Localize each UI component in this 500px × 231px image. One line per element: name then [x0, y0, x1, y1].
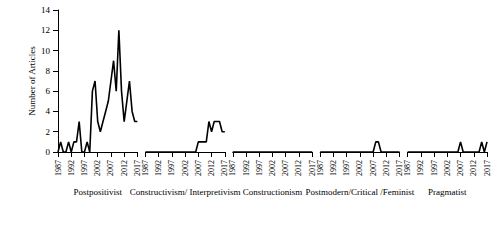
svg-text:2002: 2002 — [443, 160, 452, 176]
svg-text:6: 6 — [46, 86, 51, 96]
svg-text:1997: 1997 — [80, 160, 89, 176]
svg-text:0: 0 — [46, 147, 51, 157]
svg-text:2007: 2007 — [194, 160, 203, 176]
svg-text:1997: 1997 — [342, 160, 351, 176]
svg-text:2017: 2017 — [483, 160, 492, 176]
svg-text:4: 4 — [46, 106, 51, 116]
svg-text:12: 12 — [41, 25, 50, 35]
svg-text:2012: 2012 — [120, 160, 129, 176]
svg-text:8: 8 — [46, 66, 51, 76]
svg-text:1992: 1992 — [416, 160, 425, 176]
svg-text:1992: 1992 — [67, 160, 76, 176]
svg-text:Constructivism/ Interpretivism: Constructivism/ Interpretivism — [130, 187, 241, 197]
svg-text:1987: 1987 — [403, 160, 412, 176]
svg-text:2012: 2012 — [469, 160, 478, 176]
svg-text:2017: 2017 — [220, 160, 230, 176]
svg-text:Postmodern/Critical /Feminist: Postmodern/Critical /Feminist — [306, 187, 415, 197]
svg-text:1992: 1992 — [329, 160, 338, 176]
svg-text:Postpositivist: Postpositivist — [73, 187, 122, 197]
svg-text:2002: 2002 — [355, 160, 364, 176]
svg-text:10: 10 — [41, 46, 51, 56]
svg-text:2007: 2007 — [281, 160, 290, 176]
svg-text:Pragmatist: Pragmatist — [428, 187, 467, 197]
svg-text:1987: 1987 — [141, 160, 150, 176]
svg-text:2007: 2007 — [369, 160, 378, 176]
svg-text:2017: 2017 — [395, 160, 405, 176]
svg-text:2007: 2007 — [456, 160, 465, 176]
svg-text:1997: 1997 — [430, 160, 439, 176]
svg-text:Constructionism: Constructionism — [243, 187, 303, 197]
svg-text:2012: 2012 — [207, 160, 216, 176]
svg-text:2002: 2002 — [93, 160, 102, 176]
svg-text:1992: 1992 — [242, 160, 251, 176]
svg-text:2012: 2012 — [382, 160, 391, 176]
svg-text:14: 14 — [41, 5, 51, 15]
svg-text:1987: 1987 — [54, 160, 63, 176]
svg-text:1997: 1997 — [167, 160, 176, 176]
svg-text:2002: 2002 — [268, 160, 277, 176]
svg-text:1987: 1987 — [316, 160, 325, 176]
svg-text:2002: 2002 — [181, 160, 190, 176]
svg-text:2017: 2017 — [307, 160, 317, 176]
svg-text:1997: 1997 — [255, 160, 264, 176]
svg-text:1987: 1987 — [228, 160, 237, 176]
svg-text:2012: 2012 — [294, 160, 303, 176]
svg-text:2: 2 — [46, 127, 51, 137]
svg-text:2017: 2017 — [132, 160, 142, 176]
svg-text:1992: 1992 — [154, 160, 163, 176]
svg-text:Number of Articles: Number of Articles — [27, 46, 37, 116]
svg-text:2007: 2007 — [106, 160, 115, 176]
